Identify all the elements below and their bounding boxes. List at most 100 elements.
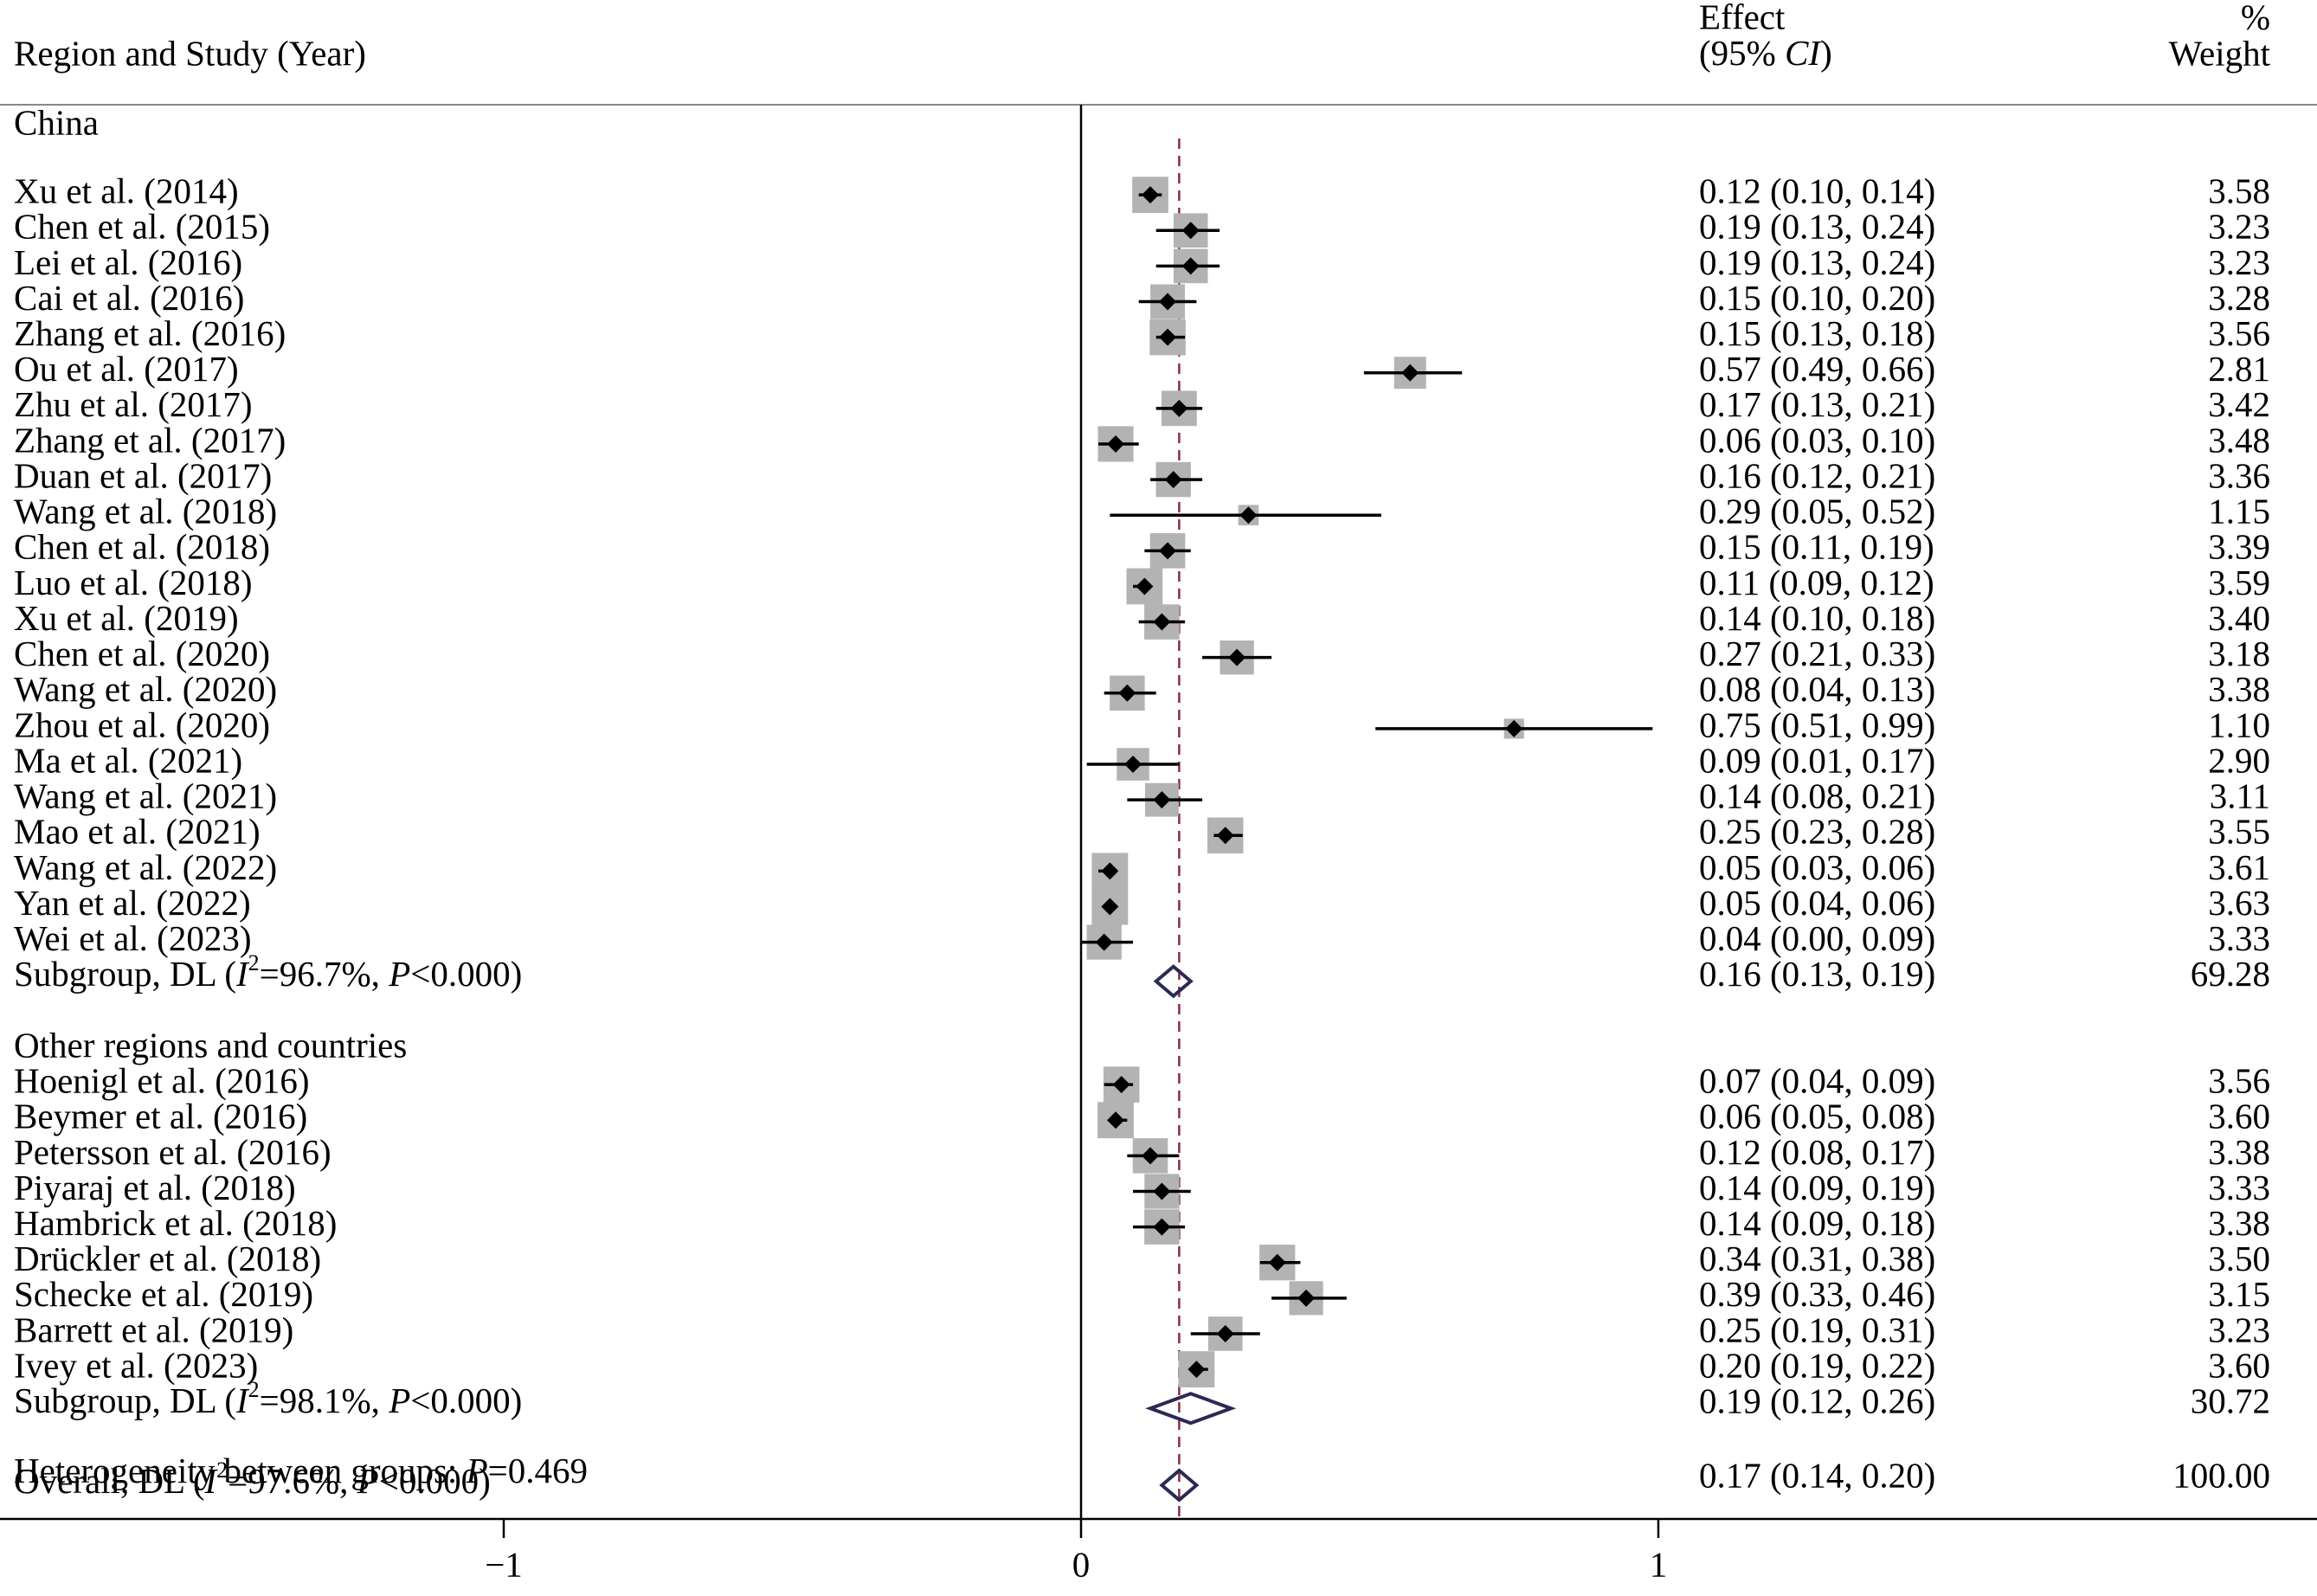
study-label: Hambrick et al. (2018) <box>14 1203 337 1243</box>
study-weight: 3.60 <box>2208 1345 2270 1385</box>
study-effect-ci: 0.06 (0.05, 0.08) <box>1699 1097 1935 1136</box>
study-effect-ci: 0.05 (0.04, 0.06) <box>1699 883 1935 923</box>
subgroup-label: Subgroup, DL (I2=96.7%, P<0.000) <box>14 950 522 994</box>
study-point <box>1112 1076 1130 1094</box>
label-part: <0.000) <box>410 954 522 994</box>
study-effect-ci: 0.11 (0.09, 0.12) <box>1699 563 1934 602</box>
study-label: Mao et al. (2021) <box>14 812 261 852</box>
study-effect-ci: 0.14 (0.09, 0.18) <box>1699 1203 1935 1243</box>
study-effect-ci: 0.27 (0.21, 0.33) <box>1699 634 1935 673</box>
study-weight: 3.58 <box>2208 171 2270 211</box>
study-point <box>1401 364 1419 382</box>
header-weight: Weight <box>2169 33 2271 73</box>
study-effect-ci: 0.25 (0.23, 0.28) <box>1699 812 1935 852</box>
study-point <box>1505 719 1523 737</box>
study-weight: 3.42 <box>2208 384 2270 424</box>
study-label: Drückler et al. (2018) <box>14 1239 321 1278</box>
label-part: I <box>235 1381 250 1421</box>
study-point <box>1107 1111 1125 1129</box>
study-weight: 3.60 <box>2208 1097 2270 1136</box>
study-label: Chen et al. (2015) <box>14 207 270 247</box>
study-point <box>1159 293 1177 311</box>
study-effect-ci: 0.14 (0.10, 0.18) <box>1699 598 1935 638</box>
header-weight-pct: % <box>2241 0 2270 36</box>
label-part: =97.6%, <box>228 1461 357 1501</box>
study-label: Zhou et al. (2020) <box>14 705 270 744</box>
study-label: Xu et al. (2019) <box>14 598 239 638</box>
study-effect-ci: 0.06 (0.03, 0.10) <box>1699 420 1935 460</box>
study-label: Wang et al. (2018) <box>14 492 277 531</box>
header-effect: Effect <box>1699 0 1786 36</box>
study-label: Zhang et al. (2017) <box>14 420 286 460</box>
study-weight: 3.15 <box>2208 1274 2270 1314</box>
label-part: 2 <box>216 1458 228 1483</box>
header-part: (95% <box>1699 33 1785 73</box>
study-point <box>1297 1289 1316 1307</box>
study-label: Chen et al. (2020) <box>14 634 270 673</box>
study-point <box>1216 1324 1234 1342</box>
label-part: P <box>388 1381 410 1421</box>
study-weight: 1.10 <box>2208 705 2270 744</box>
study-weight: 3.23 <box>2208 242 2270 282</box>
study-label: Hoenigl et al. (2016) <box>14 1061 310 1101</box>
study-label: Piyaraj et al. (2018) <box>14 1168 296 1207</box>
study-effect-ci: 0.15 (0.13, 0.18) <box>1699 313 1935 353</box>
study-effect-ci: 0.19 (0.13, 0.24) <box>1699 207 1935 247</box>
study-weight: 3.38 <box>2208 1203 2270 1243</box>
study-weight: 2.90 <box>2208 740 2270 780</box>
x-tick-label: 0 <box>1072 1544 1091 1584</box>
label-part: Subgroup, DL ( <box>14 1381 236 1421</box>
study-effect-ci: 0.25 (0.19, 0.31) <box>1699 1310 1935 1349</box>
study-label: Beymer et al. (2016) <box>14 1097 307 1136</box>
study-label: Ou et al. (2017) <box>14 349 239 389</box>
study-effect-ci: 0.57 (0.49, 0.66) <box>1699 349 1935 389</box>
study-point <box>1181 257 1200 275</box>
label-part: P <box>388 954 410 994</box>
study-point <box>1124 756 1142 774</box>
study-point <box>1101 862 1119 880</box>
study-weight: 3.36 <box>2208 455 2270 495</box>
study-weight: 2.81 <box>2208 349 2270 389</box>
group-label: China <box>14 102 99 142</box>
header-part: ) <box>1820 33 1832 73</box>
study-weight: 3.33 <box>2208 1168 2270 1207</box>
study-effect-ci: 0.29 (0.05, 0.52) <box>1699 492 1935 531</box>
study-weight: 3.33 <box>2208 918 2270 958</box>
overall-effect-ci: 0.17 (0.14, 0.20) <box>1699 1455 1935 1495</box>
study-effect-ci: 0.14 (0.08, 0.21) <box>1699 776 1935 816</box>
study-effect-ci: 0.09 (0.01, 0.17) <box>1699 740 1935 780</box>
study-weight: 3.59 <box>2208 563 2270 602</box>
overall-weight: 100.00 <box>2172 1455 2270 1495</box>
study-label: Chen et al. (2018) <box>14 527 270 567</box>
study-effect-ci: 0.75 (0.51, 0.99) <box>1699 705 1935 744</box>
study-effect-ci: 0.04 (0.00, 0.09) <box>1699 918 1935 958</box>
study-label: Barrett et al. (2019) <box>14 1310 293 1349</box>
study-effect-ci: 0.07 (0.04, 0.09) <box>1699 1061 1935 1101</box>
study-label: Wang et al. (2020) <box>14 669 277 709</box>
study-weight: 3.55 <box>2208 812 2270 852</box>
label-part: P <box>357 1461 379 1501</box>
study-point <box>1153 1218 1171 1236</box>
study-label: Wang et al. (2021) <box>14 776 277 816</box>
label-part: I <box>203 1461 218 1501</box>
study-weight: 3.56 <box>2208 313 2270 353</box>
study-label: Zhang et al. (2016) <box>14 313 286 353</box>
study-effect-ci: 0.39 (0.33, 0.46) <box>1699 1274 1935 1314</box>
study-weight: 3.40 <box>2208 598 2270 638</box>
subgroup-weight: 69.28 <box>2191 954 2270 994</box>
study-point <box>1170 399 1188 417</box>
study-effect-ci: 0.15 (0.10, 0.20) <box>1699 278 1935 318</box>
study-effect-ci: 0.17 (0.13, 0.21) <box>1699 384 1935 424</box>
study-weight: 3.11 <box>2210 776 2270 816</box>
label-part: <0.000) <box>379 1461 491 1501</box>
study-label: Xu et al. (2014) <box>14 171 239 211</box>
study-label: Yan et al. (2022) <box>14 883 251 923</box>
x-tick-label: 1 <box>1650 1544 1668 1584</box>
label-part: =98.1%, <box>260 1381 389 1421</box>
study-point <box>1268 1253 1286 1271</box>
study-label: Zhu et al. (2017) <box>14 384 253 424</box>
study-point <box>1107 434 1125 453</box>
label-part: 2 <box>248 950 260 975</box>
study-point <box>1159 542 1177 560</box>
